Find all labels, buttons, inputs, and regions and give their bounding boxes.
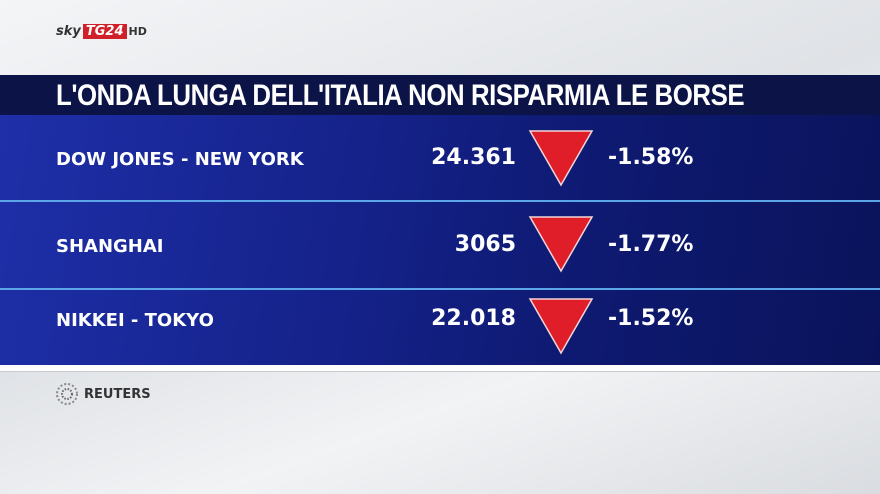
index-value: 24.361 — [431, 145, 516, 170]
index-value: 3065 — [454, 232, 516, 257]
index-name: NIKKEI - TOKYO — [56, 310, 214, 331]
source-icon — [56, 383, 78, 405]
down-arrow — [528, 216, 594, 273]
data-panel — [0, 115, 880, 365]
logo-brand: sky — [56, 23, 81, 39]
logo-quality: HD — [128, 24, 147, 38]
index-value: 22.018 — [431, 306, 516, 331]
channel-logo: sky TG24 HD — [56, 22, 147, 40]
down-arrow — [528, 298, 594, 355]
index-change: -1.52% — [608, 306, 694, 331]
title: L'ONDA LUNGA DELL'ITALIA NON RISPARMIA L… — [56, 79, 745, 112]
index-name: SHANGHAI — [56, 236, 164, 257]
row-separator — [0, 288, 880, 290]
title-bar — [0, 75, 880, 115]
logo-channel: TG24 — [82, 23, 127, 39]
index-change: -1.77% — [608, 232, 694, 257]
index-name: DOW JONES - NEW YORK — [56, 149, 304, 170]
row-separator — [0, 200, 880, 202]
bottom-strip — [0, 365, 880, 372]
down-arrow — [528, 130, 594, 187]
index-change: -1.58% — [608, 145, 694, 170]
source-name: REUTERS — [84, 386, 151, 402]
source: REUTERS — [56, 383, 151, 405]
